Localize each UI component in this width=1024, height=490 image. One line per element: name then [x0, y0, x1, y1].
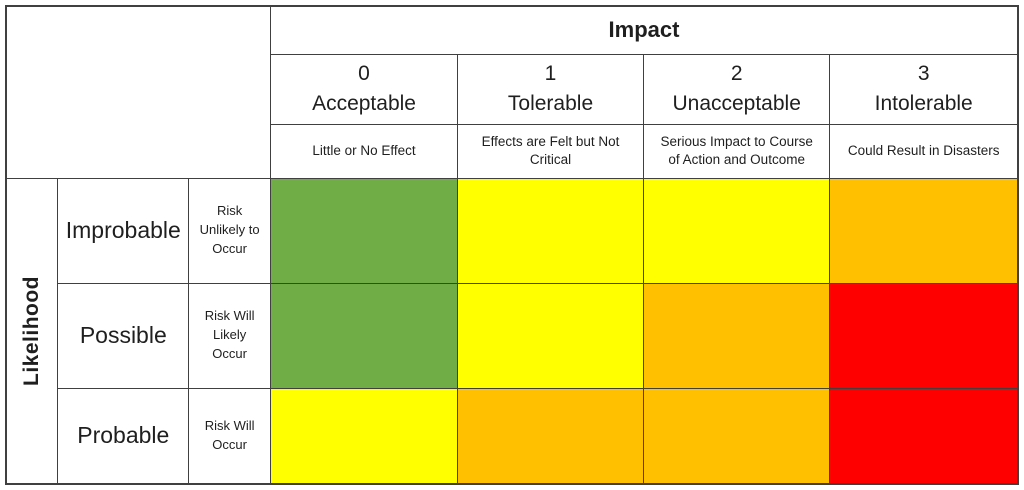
row-description-probable: Risk Will Occur	[188, 387, 271, 485]
risk-cell-possible-intolerable	[829, 282, 1019, 389]
impact-level-1: 1	[544, 61, 557, 85]
row-description-improbable: Risk Unlikely to Occur	[188, 177, 271, 284]
column-description-tolerable: Effects are Felt but Not Critical	[457, 123, 644, 179]
column-description-intolerable: Could Result in Disasters	[829, 123, 1019, 179]
risk-cell-improbable-unacceptable	[642, 177, 831, 284]
risk-cell-probable-acceptable	[269, 387, 459, 485]
row-description-possible: Risk Will Likely Occur	[188, 282, 271, 389]
column-description-acceptable: Little or No Effect	[269, 123, 459, 179]
row-header-possible: Possible	[57, 282, 190, 389]
column-header-tolerable: 1 Tolerable	[457, 53, 644, 125]
column-header-acceptable: 0 Acceptable	[269, 53, 459, 125]
likelihood-axis-label: Likelihood	[20, 275, 44, 386]
impact-name-intolerable: Intolerable	[874, 92, 973, 115]
impact-name-unacceptable: Unacceptable	[672, 92, 801, 115]
column-header-unacceptable: 2 Unacceptable	[642, 53, 831, 125]
risk-cell-possible-acceptable	[269, 282, 459, 389]
risk-matrix-table: Impact 0 Acceptable 1 Tolerable 2 Unacce…	[5, 5, 1019, 485]
corner-blank-cell	[5, 5, 271, 179]
column-description-unacceptable: Serious Impact to Course of Action and O…	[642, 123, 831, 179]
impact-level-3: 3	[917, 61, 930, 85]
column-header-intolerable: 3 Intolerable	[829, 53, 1019, 125]
row-header-improbable: Improbable	[57, 177, 190, 284]
impact-name-acceptable: Acceptable	[312, 92, 416, 115]
risk-cell-probable-intolerable	[829, 387, 1019, 485]
risk-cell-possible-tolerable	[457, 282, 644, 389]
risk-cell-improbable-intolerable	[829, 177, 1019, 284]
risk-cell-probable-unacceptable	[642, 387, 831, 485]
likelihood-axis-header: Likelihood	[5, 177, 59, 485]
risk-cell-possible-unacceptable	[642, 282, 831, 389]
risk-cell-improbable-acceptable	[269, 177, 459, 284]
row-header-probable: Probable	[57, 387, 190, 485]
risk-cell-probable-tolerable	[457, 387, 644, 485]
impact-level-2: 2	[730, 61, 743, 85]
impact-name-tolerable: Tolerable	[507, 92, 594, 115]
impact-level-0: 0	[358, 61, 370, 85]
impact-axis-header: Impact	[269, 5, 1019, 55]
risk-cell-improbable-tolerable	[457, 177, 644, 284]
